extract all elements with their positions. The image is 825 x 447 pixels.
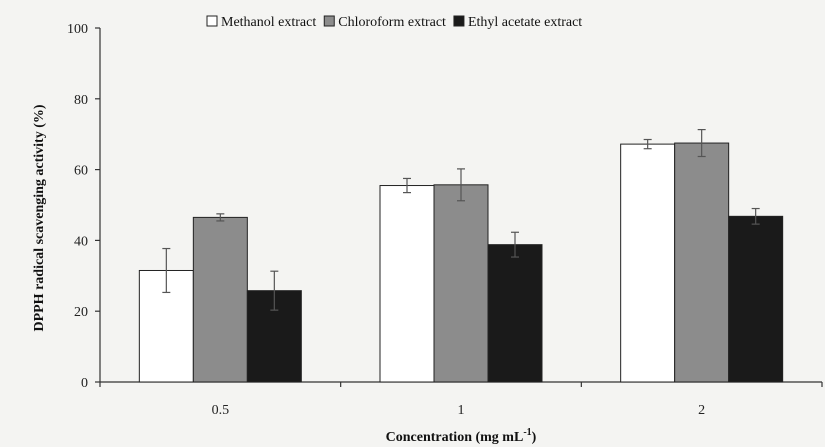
y-tick-label: 60 — [74, 164, 88, 179]
legend-label: Ethyl acetate extract — [468, 15, 582, 30]
legend-swatch — [323, 15, 335, 27]
y-tick-label: 100 — [67, 22, 88, 37]
bar-series-group — [138, 128, 784, 383]
y-axis-title: DPPH radical scavenging activity (%) — [32, 104, 47, 331]
x-tick-label: 1 — [458, 403, 465, 418]
bar-methanol-extract — [379, 185, 435, 383]
x-axis: 0.5 1 2 — [99, 381, 823, 418]
x-tick-label: 2 — [698, 403, 705, 418]
bar-ethyl-acetate-extract — [487, 244, 543, 383]
y-axis: 0 20 40 60 80 100 — [67, 22, 101, 391]
y-tick-label: 0 — [81, 376, 88, 391]
legend-label: Methanol extract — [221, 15, 316, 30]
x-axis-title-main: Concentration (mg mL — [386, 430, 524, 445]
bar-chloroform-extract — [674, 142, 730, 383]
legend-label: Chloroform extract — [338, 15, 446, 30]
x-axis-title-suffix: ) — [532, 430, 537, 445]
bar-chloroform-extract — [192, 216, 248, 383]
bar-chloroform-extract — [433, 184, 489, 383]
x-axis-title: Concentration (mg mL-1) — [386, 427, 537, 445]
y-tick-label: 20 — [74, 305, 88, 320]
legend-swatch — [206, 15, 218, 27]
legend-swatch — [453, 15, 465, 27]
y-tick-label: 80 — [74, 93, 88, 108]
x-tick-label: 0.5 — [212, 403, 230, 418]
bar-ethyl-acetate-extract — [728, 215, 784, 383]
chart-legend: Methanol extract Chloroform extract Ethyl … — [206, 15, 582, 30]
bar-methanol-extract — [620, 143, 676, 383]
y-tick-label: 40 — [74, 234, 88, 249]
x-axis-title-superscript: -1 — [523, 427, 531, 438]
